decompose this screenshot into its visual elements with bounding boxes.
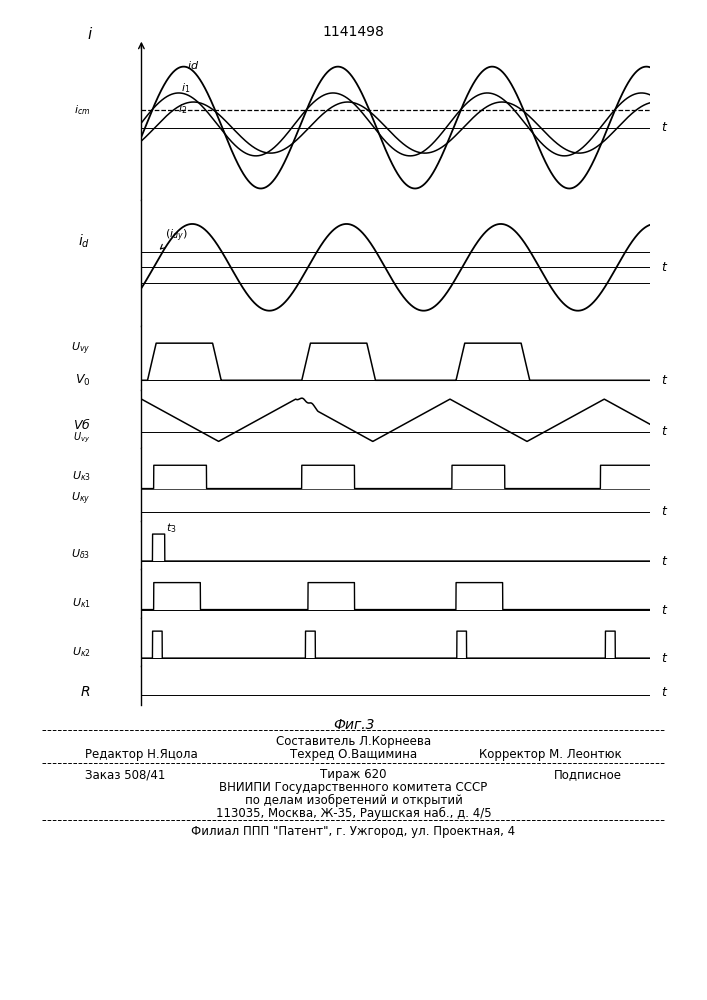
- Text: $t_3$: $t_3$: [166, 521, 177, 535]
- Text: $id$: $id$: [187, 59, 199, 71]
- Text: Заказ 508/41: Заказ 508/41: [85, 768, 165, 781]
- Text: $(i_{dy})$: $(i_{dy})$: [160, 227, 187, 249]
- Text: $i_2$: $i_2$: [178, 103, 187, 116]
- Text: $t$: $t$: [660, 652, 668, 665]
- Text: Составитель Л.Корнеева: Составитель Л.Корнеева: [276, 735, 431, 748]
- Text: Редактор Н.Яцола: Редактор Н.Яцола: [85, 748, 197, 761]
- Text: Техред О.Ващимина: Техред О.Ващимина: [290, 748, 417, 761]
- Text: Фиг.3: Фиг.3: [333, 718, 374, 732]
- Text: ВНИИПИ Государственного комитета СССР: ВНИИПИ Государственного комитета СССР: [219, 781, 488, 794]
- Text: Корректор М. Леонтюк: Корректор М. Леонтюк: [479, 748, 622, 761]
- Text: $t$: $t$: [660, 686, 668, 699]
- Text: $t$: $t$: [660, 555, 668, 568]
- Text: $V_0$: $V_0$: [75, 373, 90, 388]
- Text: Филиал ППП "Патент", г. Ужгород, ул. Проектная, 4: Филиал ППП "Патент", г. Ужгород, ул. Про…: [192, 825, 515, 838]
- Text: $i_1$: $i_1$: [181, 81, 190, 95]
- Text: 1141498: 1141498: [322, 25, 385, 39]
- Text: Тираж 620: Тираж 620: [320, 768, 387, 781]
- Text: $t$: $t$: [660, 121, 668, 134]
- Text: $U_{vy}$: $U_{vy}$: [74, 430, 90, 445]
- Text: $U_{vy}$: $U_{vy}$: [71, 341, 90, 357]
- Text: Подписное: Подписное: [554, 768, 622, 781]
- Text: по делам изобретений и открытий: по делам изобретений и открытий: [245, 794, 462, 807]
- Text: $t$: $t$: [660, 261, 668, 274]
- Text: $U_{\delta3}$: $U_{\delta3}$: [71, 548, 90, 561]
- Text: $U_{\kappa2}$: $U_{\kappa2}$: [71, 645, 90, 659]
- Text: $t$: $t$: [660, 505, 668, 518]
- Text: 113035, Москва, Ж-35, Раушская наб., д. 4/5: 113035, Москва, Ж-35, Раушская наб., д. …: [216, 807, 491, 820]
- Text: $t$: $t$: [660, 604, 668, 617]
- Text: $i_{cm}$: $i_{cm}$: [74, 103, 90, 117]
- Text: $U_{\kappa1}$: $U_{\kappa1}$: [71, 596, 90, 610]
- Text: $i$: $i$: [88, 26, 93, 42]
- Text: $i_d$: $i_d$: [78, 233, 90, 250]
- Text: $t$: $t$: [660, 374, 668, 387]
- Text: $t$: $t$: [660, 425, 668, 438]
- Text: $Vб$: $Vб$: [73, 417, 90, 432]
- Text: $U_{\kappa3}$: $U_{\kappa3}$: [71, 469, 90, 483]
- Text: $R$: $R$: [80, 685, 90, 699]
- Text: $U_{\kappa y}$: $U_{\kappa y}$: [71, 491, 90, 507]
